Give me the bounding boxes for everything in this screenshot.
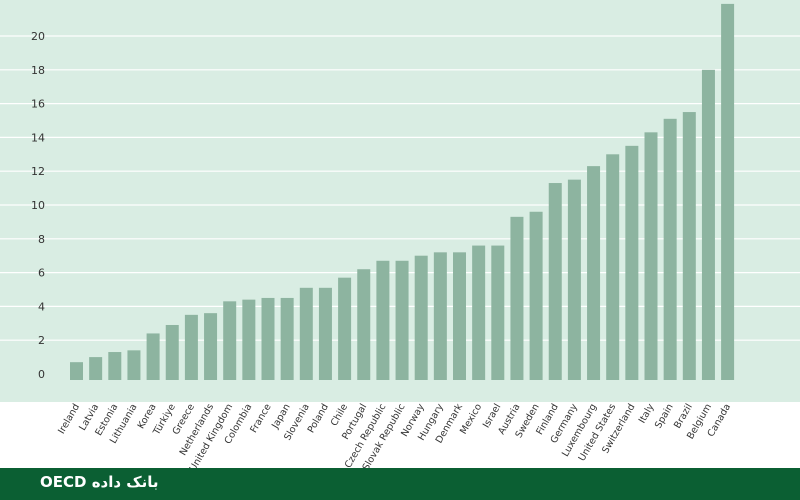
bar-france: [261, 297, 275, 380]
x-axis-labels: IrelandLatviaEstoniaLithuaniaKoreaTürkiy…: [56, 402, 733, 468]
y-tick-label: 10: [31, 199, 45, 212]
bar-netherlands: [204, 313, 218, 380]
y-axis-ticks: 0 2 4 6 8 10 12 14 16 18 20: [31, 30, 45, 381]
bar-united-kingdom: [223, 301, 237, 380]
bar-japan: [280, 297, 294, 380]
bar-czech-republic: [376, 260, 390, 380]
bar-greece: [184, 314, 198, 380]
x-tick-label: Ireland: [56, 402, 82, 436]
y-tick-label: 2: [38, 334, 45, 347]
bar-norway: [414, 255, 428, 380]
y-tick-label: 0: [38, 368, 45, 381]
bar-estonia: [108, 352, 122, 380]
bar-poland: [318, 287, 332, 380]
bar-slovak-republic: [395, 260, 409, 380]
bar-spain: [663, 118, 677, 380]
y-tick-label: 4: [38, 300, 45, 313]
bar-hungary: [433, 252, 447, 380]
bar-korea: [146, 333, 160, 380]
bar-israel: [491, 245, 505, 380]
bar-latvia: [89, 357, 103, 380]
footer-caption: بانک داده OECD: [40, 473, 159, 491]
bar-luxembourg: [587, 166, 601, 380]
bar-ireland: [70, 362, 83, 380]
bar-chart: 0 2 4 6 8 10 12 14 16 18 20 IrelandLatviaEstoniaLi…: [0, 0, 800, 468]
bar-austria: [510, 216, 524, 380]
y-tick-label: 6: [38, 267, 45, 280]
bar-italy: [644, 132, 658, 380]
bars: [70, 3, 735, 381]
y-tick-label: 16: [31, 98, 45, 111]
bar-united-states: [606, 154, 620, 380]
y-tick-label: 8: [38, 233, 45, 246]
bar-sweden: [529, 211, 543, 380]
bar-finland: [548, 183, 562, 380]
bar-portugal: [357, 269, 371, 380]
y-tick-label: 14: [31, 131, 45, 144]
y-tick-label: 12: [31, 165, 45, 178]
bar-lithuania: [127, 350, 141, 380]
bar-switzerland: [625, 145, 639, 380]
bar-chile: [338, 277, 352, 380]
bar-canada: [721, 3, 735, 380]
bar-brazil: [682, 112, 696, 381]
bar-t-rkiye: [165, 324, 179, 380]
bar-germany: [567, 179, 581, 380]
y-tick-label: 20: [31, 30, 45, 43]
y-tick-label: 18: [31, 64, 45, 77]
footer-bar: بانک داده OECD: [0, 468, 800, 500]
bar-colombia: [242, 299, 256, 380]
bar-belgium: [701, 69, 715, 381]
bar-denmark: [453, 252, 466, 380]
bar-mexico: [472, 245, 486, 380]
bar-slovenia: [299, 287, 313, 380]
